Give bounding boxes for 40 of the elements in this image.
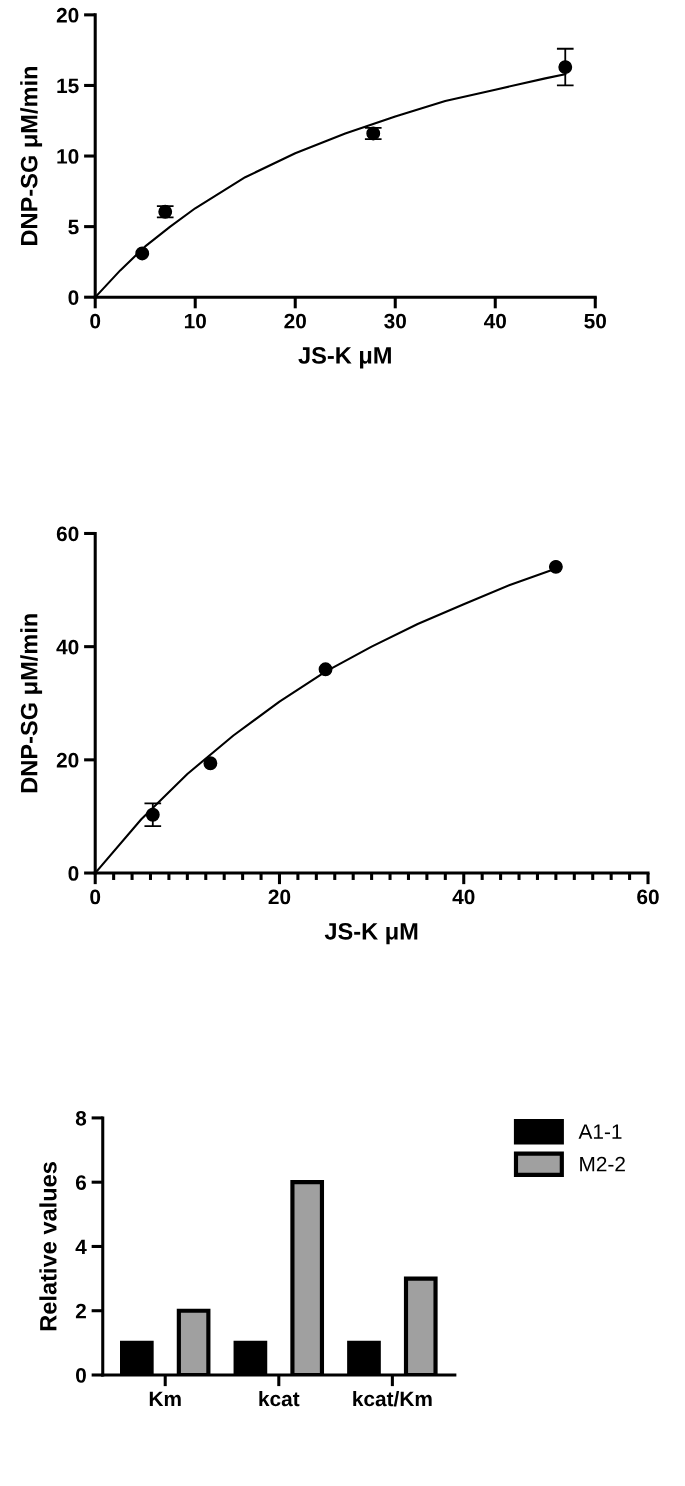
point: [558, 60, 573, 75]
y-axis-title: Relative values: [39, 1162, 57, 1331]
y-tick-label: 4: [75, 1239, 87, 1255]
x-tick-label: 60: [637, 889, 659, 905]
x-tick-label: 0: [90, 313, 101, 329]
x-tick-label: Km: [149, 1391, 181, 1407]
y-tick-label: 8: [75, 1110, 87, 1126]
x-tick-label: 50: [584, 313, 606, 329]
x-tick-label: kcat/Km: [353, 1390, 432, 1407]
x-tick-label: 40: [483, 313, 506, 329]
point: [135, 246, 150, 261]
y-tick-label: 20: [56, 752, 79, 768]
point: [145, 807, 160, 822]
x-tick-label: 10: [184, 313, 206, 329]
y-tick-label: 40: [56, 639, 79, 655]
y-tick-label: 6: [75, 1175, 87, 1190]
y-tick-label: 0: [68, 866, 79, 881]
y-axis-title: DNP-SG μM/min: [20, 66, 43, 245]
x-tick-label: 20: [268, 889, 291, 905]
x-tick-label: 20: [284, 313, 306, 329]
y-tick-label: 60: [56, 526, 79, 542]
x-axis-title: JS-K μM: [298, 347, 391, 369]
x-tick-label: 0: [90, 889, 101, 905]
legend-label: A1-1: [578, 1124, 622, 1139]
y-tick-label: 0: [68, 290, 79, 305]
legend-label: M2-2: [580, 1156, 625, 1172]
y-tick-label: 5: [68, 219, 79, 235]
y-tick-label: 15: [57, 78, 79, 94]
x-tick-label: 40: [452, 889, 475, 905]
y-tick-label: 0: [76, 1368, 86, 1383]
x-tick-label: kcat: [259, 1390, 300, 1407]
point: [318, 662, 333, 677]
point: [203, 756, 218, 771]
y-tick-label: 2: [75, 1303, 86, 1319]
x-axis-title: JS-K μM: [324, 922, 418, 945]
y-axis-title: DNP-SG μM/min: [20, 614, 43, 793]
y-tick-label: 10: [57, 149, 79, 164]
x-tick-label: 30: [384, 313, 406, 329]
y-tick-label: 20: [56, 7, 79, 23]
point: [548, 559, 563, 574]
